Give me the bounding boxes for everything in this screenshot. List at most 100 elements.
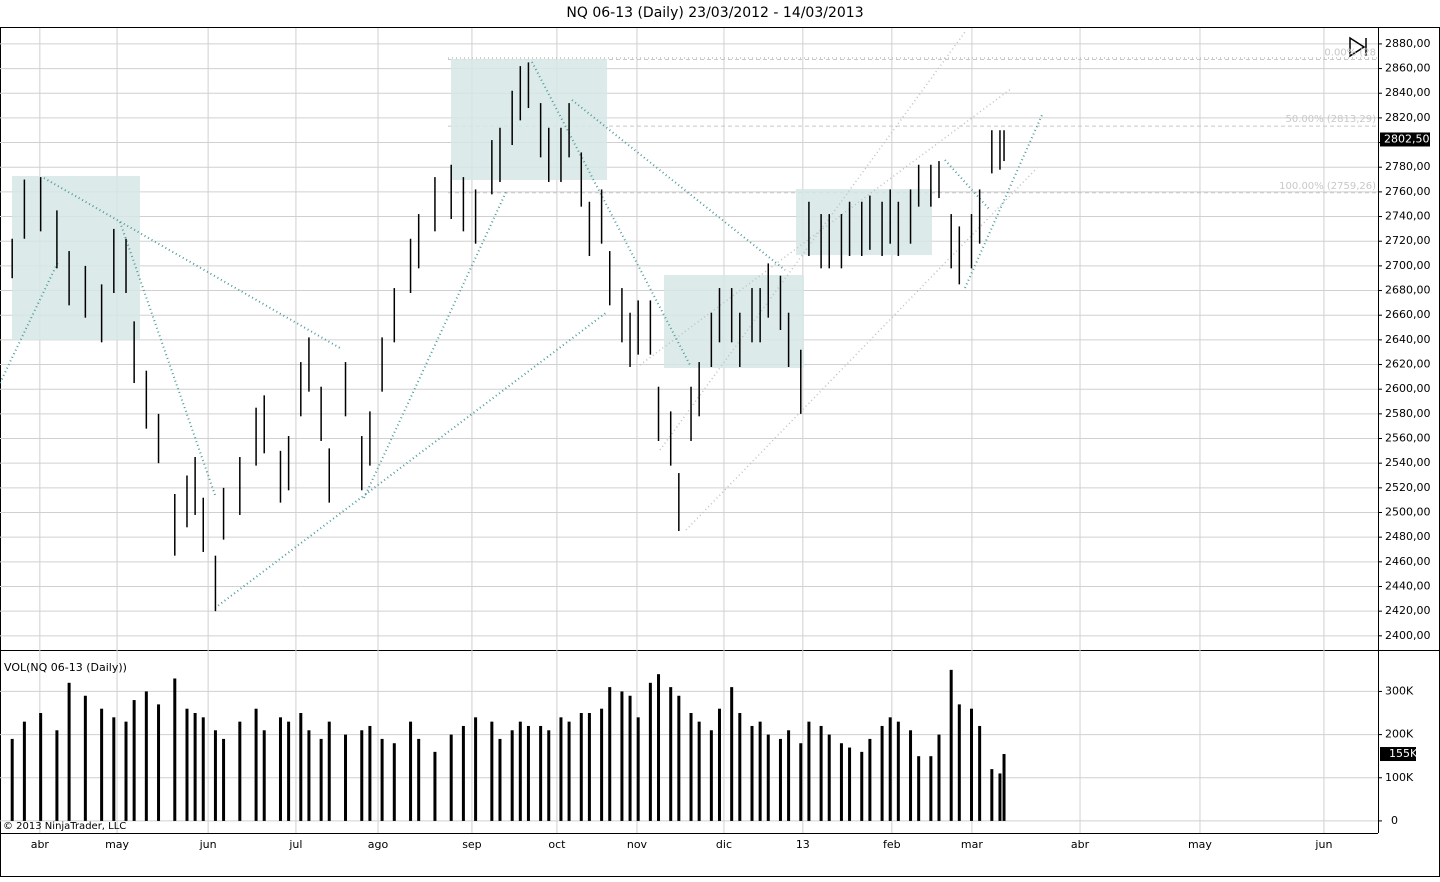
- volume-bar: [738, 713, 742, 821]
- volume-bar: [839, 743, 843, 821]
- bars: [10, 62, 1006, 821]
- y-tick-label: 2620,00: [1385, 358, 1431, 371]
- trend-line: [944, 159, 991, 211]
- volume-bar: [518, 721, 522, 821]
- volume-bar: [709, 730, 713, 821]
- volume-bar: [307, 730, 311, 821]
- volume-bar: [157, 704, 161, 821]
- x-tick-label: jun: [1314, 838, 1332, 851]
- volume-bar: [144, 691, 148, 821]
- volume-bar: [526, 725, 530, 821]
- volume-bar: [848, 747, 852, 821]
- volume-bar: [132, 700, 136, 821]
- x-tick-label: mar: [961, 838, 983, 851]
- volume-bar: [758, 721, 762, 821]
- volume-bar: [360, 730, 364, 821]
- volume-bar: [510, 730, 514, 821]
- volume-bar: [327, 721, 331, 821]
- volume-title: VOL(NQ 06-13 (Daily)): [4, 661, 127, 674]
- volume-bar: [819, 725, 823, 821]
- volume-bar: [896, 721, 900, 821]
- volume-bar: [827, 734, 831, 821]
- volume-bar: [750, 725, 754, 821]
- volume-bar: [937, 734, 941, 821]
- x-tick-label: dic: [716, 838, 732, 851]
- volume-bar: [287, 721, 291, 821]
- y-tick-label: 2640,00: [1385, 333, 1431, 346]
- volume-bar: [254, 708, 258, 821]
- volume-bar: [587, 713, 591, 821]
- volume-bar: [657, 674, 661, 821]
- x-tick-label: abr: [31, 838, 50, 851]
- volume-bar: [717, 708, 721, 821]
- volume-bar: [299, 713, 303, 821]
- x-tick-label: nov: [627, 838, 648, 851]
- volume-bar: [55, 730, 59, 821]
- y-tick-label: 2740,00: [1385, 210, 1431, 223]
- y-tick-label: 2860,00: [1385, 62, 1431, 75]
- channel-line: [685, 167, 1038, 531]
- trend-line: [43, 177, 341, 349]
- y-tick-label: 2400,00: [1385, 629, 1431, 642]
- volume-bar: [620, 691, 624, 821]
- volume-bar: [957, 704, 961, 821]
- volume-bar: [600, 708, 604, 821]
- volume-bar: [319, 738, 323, 821]
- y-tick-label: 2480,00: [1385, 530, 1431, 543]
- volume-bar: [39, 713, 43, 821]
- volume-bar: [970, 708, 974, 821]
- x-tick-label: sep: [462, 838, 481, 851]
- x-tick-label: jul: [288, 838, 302, 851]
- volume-bar: [278, 717, 282, 821]
- volume-bar: [213, 730, 217, 821]
- volume-bar: [474, 717, 478, 821]
- y-tick-label: 2520,00: [1385, 481, 1431, 494]
- zone: [12, 176, 140, 340]
- y-tick-label: 2700,00: [1385, 259, 1431, 272]
- volume-bar: [949, 669, 953, 821]
- volume-bar: [193, 713, 197, 821]
- zone: [796, 189, 932, 255]
- y-tick-label: 2840,00: [1385, 86, 1431, 99]
- y-tick-label: 2420,00: [1385, 604, 1431, 617]
- volume-bar: [766, 734, 770, 821]
- volume-bar: [929, 756, 933, 821]
- volume-bar: [628, 695, 632, 821]
- volume-bar: [449, 734, 453, 821]
- volume-bar: [799, 743, 803, 821]
- volume-bar: [778, 738, 782, 821]
- volume-bar: [807, 721, 811, 821]
- volume-bar: [409, 721, 413, 821]
- volume-bar: [978, 725, 982, 821]
- volume-bar: [787, 730, 791, 821]
- y-tick-label: 2540,00: [1385, 456, 1431, 469]
- volume-bar: [124, 721, 128, 821]
- x-tick-label: jun: [199, 838, 217, 851]
- play-icon[interactable]: [1349, 36, 1367, 58]
- volume-bar: [648, 682, 652, 821]
- x-tick-label: may: [105, 838, 129, 851]
- fib-label: 50.00% (2813,29): [1286, 114, 1377, 125]
- volume-bar: [730, 687, 734, 821]
- y2-tick-label: 200K: [1385, 728, 1414, 741]
- volume-bar: [392, 743, 396, 821]
- volume-bar: [461, 725, 465, 821]
- y2-tick-label: 0: [1391, 814, 1398, 827]
- volume-bar: [539, 725, 543, 821]
- fib-label: 100.00% (2759,26): [1279, 181, 1376, 192]
- y2-tick-label: 100K: [1385, 771, 1414, 784]
- y-tick-label: 2820,00: [1385, 111, 1431, 124]
- volume-bar: [433, 751, 437, 821]
- volume-bar: [917, 756, 921, 821]
- y-tick-label: 2460,00: [1385, 555, 1431, 568]
- chart-title: NQ 06-13 (Daily) 23/03/2012 - 14/03/2013: [566, 5, 863, 21]
- volume-bar: [67, 682, 71, 821]
- fib-label: 0.00% (28: [1324, 48, 1376, 59]
- volume-bar: [1002, 754, 1006, 821]
- y-tick-label: 2760,00: [1385, 185, 1431, 198]
- x-tick-label: feb: [883, 838, 901, 851]
- y-tick-label: 2660,00: [1385, 308, 1431, 321]
- last-volume-box: [1380, 747, 1416, 762]
- volume-bar: [368, 725, 372, 821]
- volume-bar: [100, 708, 104, 821]
